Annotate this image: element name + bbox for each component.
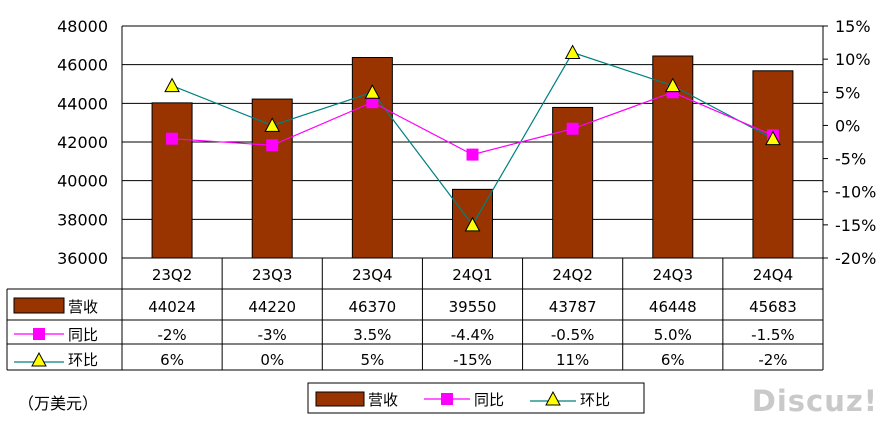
y-left-tick-label: 40000 xyxy=(57,172,108,191)
y-right-tick-label: -15% xyxy=(835,216,876,235)
table-cell-value: 0% xyxy=(260,351,284,369)
table-cell-value: 3.5% xyxy=(353,326,391,344)
yoy-point xyxy=(266,139,279,152)
table-cell-value: -2% xyxy=(157,326,186,344)
x-tick-label: 24Q4 xyxy=(753,266,793,284)
x-tick-label: 24Q2 xyxy=(552,266,592,284)
table-cell-value: 5.0% xyxy=(654,326,692,344)
yoy-point xyxy=(166,132,179,145)
unit-label: （万美元） xyxy=(18,394,99,413)
x-tick-label: 23Q4 xyxy=(352,266,392,284)
legend-label-qoq: 环比 xyxy=(580,391,610,409)
y-right-tick-label: 10% xyxy=(835,50,871,69)
table-cell-value: 6% xyxy=(160,351,184,369)
table-key-qoq-marker xyxy=(31,351,47,367)
y-right-tick-label: 0% xyxy=(835,116,860,135)
table-cell-value: -1.5% xyxy=(751,326,795,344)
table-cell-value: 6% xyxy=(661,351,685,369)
y-left-tick-label: 44000 xyxy=(57,94,108,113)
table-cell-value: 46448 xyxy=(649,298,697,316)
qoq-point xyxy=(564,44,581,60)
y-right-tick-label: 15% xyxy=(835,17,871,36)
bar xyxy=(151,102,193,259)
table-cell-value: -0.5% xyxy=(551,326,595,344)
legend-key-qoq-marker xyxy=(545,390,561,406)
table-cell-value: 44220 xyxy=(248,298,296,316)
x-tick-label: 23Q3 xyxy=(252,266,292,284)
table-key-yoy-marker xyxy=(33,328,45,340)
y-left-tick-label: 46000 xyxy=(57,56,108,75)
table-cell-value: 44024 xyxy=(148,298,196,316)
table-row-label: 环比 xyxy=(68,351,98,369)
yoy-point xyxy=(366,96,379,109)
table-cell-value: -3% xyxy=(258,326,287,344)
qoq-point xyxy=(765,130,781,146)
table-cell-value: -2% xyxy=(758,351,787,369)
y-right-tick-label: -20% xyxy=(835,249,876,268)
legend-label-yoy: 同比 xyxy=(474,391,504,409)
y-right-tick-label: 5% xyxy=(835,83,860,102)
x-tick-label: 24Q3 xyxy=(653,266,693,284)
table-cell-value: -4.4% xyxy=(451,326,495,344)
y-right-tick-label: -5% xyxy=(835,150,866,169)
qoq-point xyxy=(364,84,381,99)
qoq-point xyxy=(164,77,180,93)
legend-key-yoy-marker xyxy=(441,393,453,405)
y-left-tick-label: 36000 xyxy=(57,249,108,268)
watermark-logo: Discuz! xyxy=(751,384,878,418)
table-row-label: 营收 xyxy=(68,298,98,316)
x-tick-label: 24Q1 xyxy=(452,266,492,284)
table-cell-value: 45683 xyxy=(749,298,797,316)
table-cell-value: -15% xyxy=(453,351,492,369)
table-key-revenue xyxy=(13,297,65,314)
x-tick-label: 23Q2 xyxy=(152,266,192,284)
y-right-tick-label: -10% xyxy=(835,183,876,202)
qoq-point xyxy=(464,216,481,232)
bar xyxy=(752,70,794,259)
table-row-label: 同比 xyxy=(68,326,98,344)
table-cell-value: 46370 xyxy=(348,298,396,316)
legend-label-revenue: 营收 xyxy=(368,391,398,409)
y-left-tick-label: 42000 xyxy=(57,133,108,152)
qoq-point xyxy=(664,77,681,93)
table-cell-value: 11% xyxy=(556,351,589,369)
legend-key-revenue xyxy=(315,391,365,407)
qoq-point xyxy=(264,117,281,132)
yoy-point xyxy=(466,148,479,161)
y-left-tick-label: 48000 xyxy=(57,17,108,36)
table-cell-value: 5% xyxy=(360,351,384,369)
yoy-point xyxy=(566,122,579,135)
table-cell-value: 43787 xyxy=(549,298,597,316)
y-left-tick-label: 38000 xyxy=(57,210,108,229)
table-cell-value: 39550 xyxy=(449,298,497,316)
